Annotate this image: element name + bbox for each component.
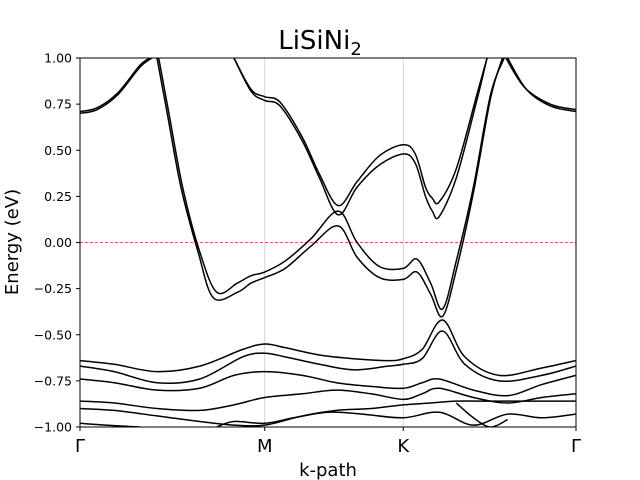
y-tick-label: 0.00	[44, 235, 72, 250]
y-axis-ticks: −1.00 −0.75 −0.50 −0.25 0.00 0.25 0.50 0.75 1.00	[34, 51, 80, 435]
k-point-gridlines	[264, 58, 404, 427]
band-lines	[80, 58, 576, 427]
band-line	[233, 58, 488, 207]
y-tick-label: 0.25	[44, 189, 72, 204]
band-line	[216, 411, 576, 427]
y-tick-label: 0.75	[44, 97, 72, 112]
band-line	[80, 319, 576, 377]
x-tick-label: Γ	[571, 436, 581, 457]
band-line	[455, 402, 508, 427]
chart-title: LiSiNi2	[278, 26, 362, 60]
x-tick-label: K	[397, 436, 410, 457]
band-line	[505, 58, 576, 111]
band-line	[80, 370, 576, 397]
band-line	[80, 387, 576, 412]
band-line	[80, 58, 151, 113]
band-line	[156, 58, 504, 318]
band-line	[233, 58, 488, 220]
x-axis-label: k-path	[299, 460, 357, 480]
y-tick-label: −1.00	[34, 420, 72, 435]
y-tick-label: 0.50	[44, 143, 72, 158]
y-tick-label: −0.50	[34, 327, 72, 342]
y-tick-label: 1.00	[44, 51, 72, 66]
band-line	[80, 330, 576, 385]
band-line	[80, 422, 140, 427]
band-line	[506, 58, 576, 113]
x-tick-label: Γ	[75, 436, 85, 457]
y-tick-label: −0.25	[34, 281, 72, 296]
band-line	[80, 400, 576, 427]
x-tick-label: M	[257, 436, 273, 457]
band-line	[157, 58, 505, 310]
y-axis-label: Energy (eV)	[2, 189, 23, 295]
y-tick-label: −0.75	[34, 373, 72, 388]
band-line	[80, 58, 153, 115]
